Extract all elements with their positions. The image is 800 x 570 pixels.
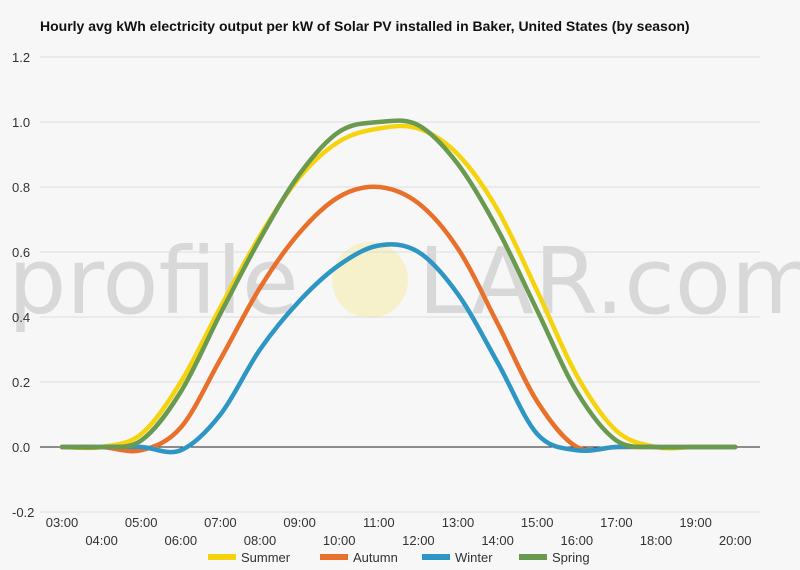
x-tick-label: 08:00 (244, 533, 277, 548)
x-tick-label: 03:00 (46, 515, 79, 530)
x-tick-label: 10:00 (323, 533, 356, 548)
x-tick-label: 06:00 (165, 533, 198, 548)
y-tick-label: 0.0 (12, 440, 30, 455)
y-tick-label: 1.2 (12, 50, 30, 65)
series-line-summer (59, 123, 738, 451)
x-tick-label: 18:00 (640, 533, 673, 548)
x-tick-label: 20:00 (719, 533, 752, 548)
chart-title: Hourly avg kWh electricity output per kW… (40, 18, 690, 34)
x-tick-label: 09:00 (283, 515, 316, 530)
legend-swatch (320, 554, 348, 560)
legend-item-summer: Summer (208, 550, 291, 565)
x-tick-label: 17:00 (600, 515, 633, 530)
x-tick-label: 11:00 (363, 515, 395, 530)
legend-item-winter: Winter (422, 550, 493, 565)
x-tick-label: 12:00 (402, 533, 435, 548)
legend-label: Summer (241, 550, 291, 565)
series-line-spring (59, 118, 738, 450)
y-tick-label: 0.8 (12, 180, 30, 195)
legend-swatch (519, 554, 547, 560)
legend-label: Autumn (353, 550, 398, 565)
series-line-winter (59, 242, 738, 455)
y-tick-label: 0.2 (12, 375, 30, 390)
x-tick-label: 14:00 (481, 533, 514, 548)
y-tick-label: 0.6 (12, 245, 30, 260)
x-tick-label: 04:00 (85, 533, 118, 548)
x-tick-label: 13:00 (442, 515, 475, 530)
x-tick-label: 16:00 (561, 533, 594, 548)
legend-swatch (422, 554, 450, 560)
x-tick-label: 05:00 (125, 515, 158, 530)
y-tick-label: -0.2 (12, 505, 34, 520)
x-tick-label: 19:00 (679, 515, 712, 530)
legend-item-spring: Spring (519, 550, 590, 565)
legend-label: Winter (455, 550, 493, 565)
x-tick-label: 07:00 (204, 515, 237, 530)
y-tick-label: 1.0 (12, 115, 30, 130)
legend-label: Spring (552, 550, 590, 565)
legend-item-autumn: Autumn (320, 550, 398, 565)
watermark-sun (332, 242, 408, 318)
legend-swatch (208, 554, 236, 560)
y-tick-label: 0.4 (12, 310, 30, 325)
x-tick-label: 15:00 (521, 515, 554, 530)
